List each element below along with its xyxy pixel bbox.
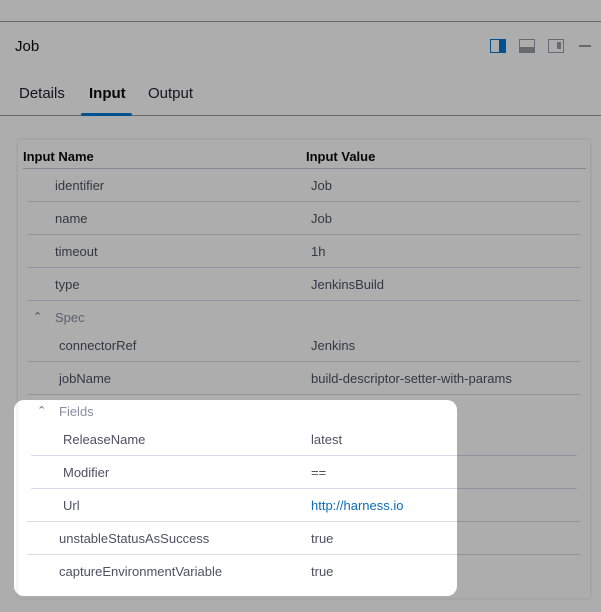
row-value: ==: [311, 465, 327, 480]
row-name: name: [55, 211, 88, 226]
split-bottom-icon[interactable]: [519, 39, 535, 53]
chevron-up-icon[interactable]: ⌃: [37, 405, 47, 417]
row-value: JenkinsBuild: [311, 277, 384, 292]
url-link[interactable]: http://harness.io: [311, 498, 404, 513]
tab-output[interactable]: Output: [148, 85, 194, 102]
tab-input[interactable]: Input: [89, 85, 126, 102]
row-value: 1h: [311, 244, 326, 259]
row-name: connectorRef: [59, 338, 137, 353]
row-value: latest: [311, 432, 343, 447]
column-header-name: Input Name: [23, 149, 94, 164]
row-value: Job: [311, 211, 332, 226]
section-fields[interactable]: Fields: [59, 404, 94, 419]
row-value: true: [311, 531, 334, 546]
column-header-value: Input Value: [306, 149, 376, 164]
row-value: build-descriptor-setter-with-params: [311, 371, 512, 386]
split-right-icon[interactable]: [490, 39, 506, 53]
active-tab-indicator: [81, 113, 132, 116]
row-name: ReleaseName: [63, 432, 146, 447]
panel-title: Job: [15, 38, 40, 55]
row-name: captureEnvironmentVariable: [59, 564, 223, 579]
chevron-up-icon[interactable]: ⌃: [33, 311, 43, 323]
row-name: Modifier: [63, 465, 110, 480]
row-name: identifier: [55, 178, 105, 193]
input-table: Input Name Input Value identifier Job na…: [18, 140, 590, 598]
split-side-icon[interactable]: [548, 39, 564, 53]
row-name: type: [55, 277, 80, 292]
row-value: Jenkins: [311, 338, 356, 353]
row-name: unstableStatusAsSuccess: [59, 531, 210, 546]
tab-bar: Details Input Output: [0, 78, 601, 116]
minimize-icon[interactable]: [579, 45, 591, 47]
tab-details[interactable]: Details: [19, 85, 65, 102]
row-value: Job: [311, 178, 332, 193]
row-name: Url: [63, 498, 80, 513]
layout-toolbar: [490, 39, 591, 53]
section-spec[interactable]: Spec: [55, 310, 85, 325]
row-value: true: [311, 564, 334, 579]
row-name: timeout: [55, 244, 98, 259]
row-name: jobName: [59, 371, 112, 386]
top-bar: [0, 0, 601, 22]
